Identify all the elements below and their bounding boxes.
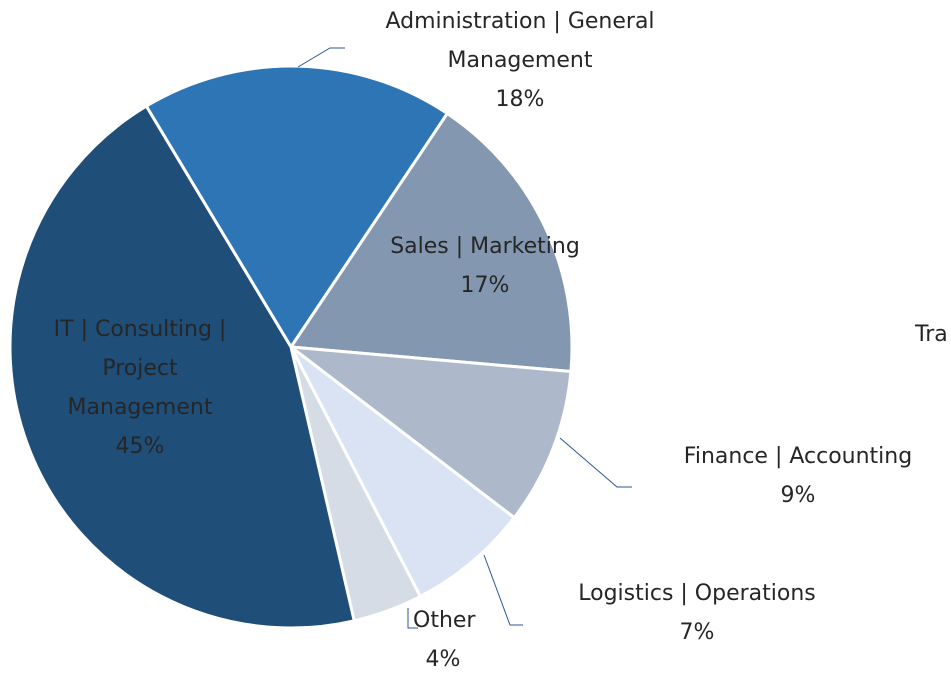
category-label: IT | Consulting | Project Management bbox=[53, 317, 227, 420]
pie-slice bbox=[289, 345, 517, 599]
data-label: Administration | General Management 18% bbox=[355, 2, 685, 119]
pie bbox=[8, 64, 574, 630]
value-label: 18% bbox=[495, 87, 545, 112]
annotation: Tra bbox=[915, 322, 948, 347]
leader-line bbox=[483, 554, 523, 626]
value-label: 7% bbox=[679, 620, 715, 645]
data-label: Finance | Accounting 9% bbox=[638, 437, 951, 515]
pie-slice bbox=[8, 104, 357, 630]
category-label: Administration | General Management bbox=[385, 9, 655, 73]
data-label: Sales | Marketing 17% bbox=[345, 227, 625, 305]
value-label: 45% bbox=[115, 434, 165, 459]
value-label: 17% bbox=[460, 273, 510, 298]
leader-line bbox=[297, 47, 345, 68]
value-label: 9% bbox=[780, 483, 816, 508]
pie-slice bbox=[144, 64, 450, 350]
data-label: Other 4% bbox=[413, 601, 476, 679]
leader-line bbox=[559, 437, 632, 488]
pie-slice bbox=[285, 345, 573, 520]
data-label: IT | Consulting | Project Management 45% bbox=[38, 310, 243, 466]
leader-lines bbox=[297, 47, 632, 629]
category-label: Logistics | Operations bbox=[578, 581, 816, 606]
category-label: Finance | Accounting bbox=[683, 444, 913, 469]
pie-slice bbox=[288, 111, 574, 374]
data-label: Logistics | Operations 7% bbox=[537, 574, 857, 652]
value-label: 4% bbox=[425, 647, 461, 672]
leader-line bbox=[407, 608, 418, 629]
category-label: Sales | Marketing bbox=[390, 234, 580, 259]
category-label: Other bbox=[413, 608, 476, 633]
